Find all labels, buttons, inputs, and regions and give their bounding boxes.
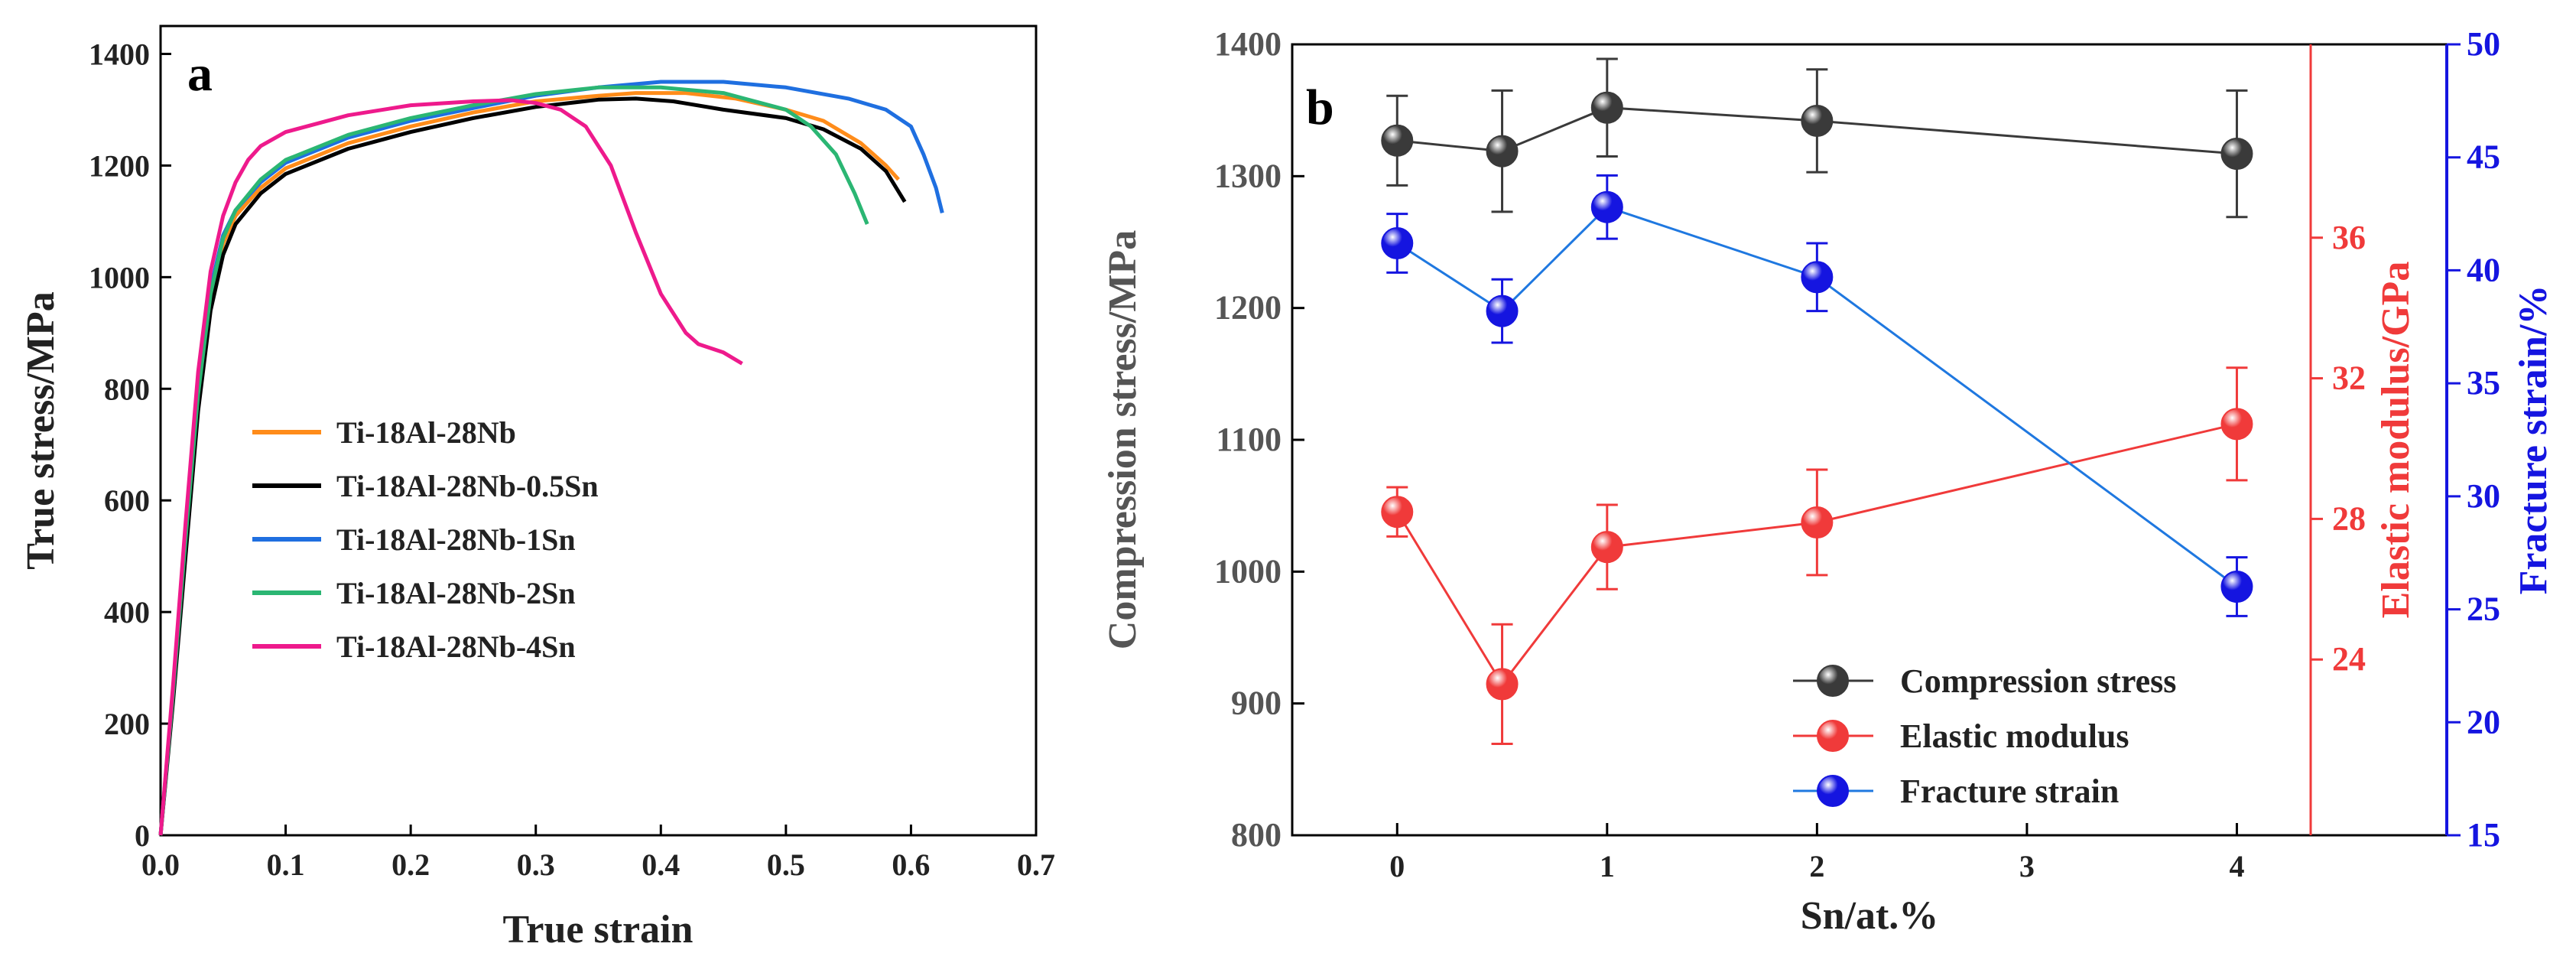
panel-a-series-line-ti-18al-28nb-0-5sn bbox=[158, 96, 907, 836]
panel-a-legend-label: Ti-18Al-28Nb-0.5Sn bbox=[336, 469, 599, 503]
panel-a-y-tick-label: 1000 bbox=[89, 260, 150, 294]
panel-b-fracture-strain-tick-label: 45 bbox=[2467, 138, 2500, 176]
panel-a-y-tick-label: 0 bbox=[135, 818, 150, 853]
panel-a-x-tick-label: 0.7 bbox=[1017, 848, 1055, 882]
panel-b-x-tick-label: 4 bbox=[2229, 849, 2244, 883]
panel-b-data-point-elastic-modulus bbox=[1801, 506, 1834, 538]
panel-b-data-point-fracture-strain bbox=[1381, 226, 1414, 259]
panel-a-x-tick-label: 0.5 bbox=[767, 848, 805, 882]
panel-b-fracture-strain-tick-label: 20 bbox=[2467, 703, 2500, 740]
panel-b-data-point-compression-stress bbox=[1801, 104, 1834, 137]
panel-a-legend: Ti-18Al-28Nb Ti-18Al-28Nb-0.5Sn Ti-18Al-28… bbox=[252, 415, 599, 664]
panel-b-data-point-fracture-strain bbox=[1486, 294, 1519, 327]
panel-b-series bbox=[1381, 57, 2253, 746]
panel-a-x-ticks: 0.0 0.1 0.2 0.3 0.4 0.5 0.6 0.7 bbox=[141, 825, 1055, 882]
panel-b-data-point-compression-stress bbox=[2220, 138, 2253, 171]
panel-b-left-y-tick-label: 1000 bbox=[1214, 552, 1282, 590]
panel-b-elastic-modulus-tick-label: 32 bbox=[2332, 359, 2366, 397]
panel-a-x-tick-label: 0.4 bbox=[642, 848, 680, 882]
panel-b-left-y-tick-label: 1400 bbox=[1214, 25, 1282, 63]
panel-a-y-tick-label: 200 bbox=[104, 707, 150, 741]
panel-a-y-tick-label: 800 bbox=[104, 372, 150, 406]
panel-a-y-tick-label: 1200 bbox=[89, 148, 150, 183]
panel-b: b 0 1 2 3 4 800 900 1000 1100 1200 1300 1400 24 28 3… bbox=[1101, 25, 2555, 938]
panel-b-legend-label: Compression stress bbox=[1900, 662, 2176, 700]
panel-b-fracture-strain-tick-label: 40 bbox=[2467, 251, 2500, 288]
panel-b-fracture-strain-ticks: 15 20 25 30 35 40 45 50 bbox=[2447, 25, 2500, 854]
panel-b-left-y-tick-label: 900 bbox=[1231, 685, 1282, 722]
panel-b-legend-label: Fracture strain bbox=[1900, 773, 2119, 810]
panel-b-left-y-tick-label: 1200 bbox=[1214, 289, 1282, 327]
panel-b-elastic-modulus-tick-label: 28 bbox=[2332, 499, 2366, 537]
panel-a-series-line-ti-18al-28nb-1sn bbox=[158, 80, 944, 836]
panel-b-data-point-compression-stress bbox=[1590, 91, 1623, 124]
panel-b-left-y-tick-label: 1100 bbox=[1216, 421, 1282, 458]
panel-b-fracture-strain-tick-label: 15 bbox=[2467, 816, 2500, 854]
panel-a-x-tick-label: 0.3 bbox=[517, 848, 555, 882]
panel-a-series-line-ti-18al-28nb bbox=[158, 91, 900, 836]
panel-b-x-tick-label: 2 bbox=[1809, 849, 1824, 883]
panel-b-fracture-strain-tick-label: 35 bbox=[2467, 364, 2500, 402]
panel-a-y-tick-label: 600 bbox=[104, 483, 150, 518]
panel-b-left-y-tick-label: 1300 bbox=[1214, 157, 1282, 194]
panel-b-data-point-elastic-modulus bbox=[2220, 408, 2253, 441]
panel-a-legend-label: Ti-18Al-28Nb bbox=[336, 415, 516, 450]
panel-a-series-line-ti-18al-28nb-4sn bbox=[158, 98, 743, 836]
panel-b-legend-marker bbox=[1817, 720, 1849, 752]
panel-a-legend-label: Ti-18Al-28Nb-1Sn bbox=[336, 522, 576, 557]
panel-b-fracture-strain-tick-label: 50 bbox=[2467, 25, 2500, 63]
panel-a-plot-frame bbox=[159, 24, 1038, 837]
panel-b-elastic-modulus-tick-label: 24 bbox=[2332, 640, 2366, 678]
panel-a-x-tick-label: 0.0 bbox=[141, 848, 180, 882]
panel-b-x-tick-label: 1 bbox=[1600, 849, 1615, 883]
panel-b-legend: Compression stress Elastic modulus Fractur… bbox=[1793, 662, 2176, 810]
panel-a-letter: a bbox=[187, 46, 213, 102]
panel-b-left-y-axis-label: Compression stress/MPa bbox=[1101, 230, 1145, 649]
panel-a-y-tick-label: 1400 bbox=[89, 37, 150, 71]
panel-b-left-y-tick-label: 800 bbox=[1231, 816, 1282, 854]
panel-a-y-axis-label: True stress/MPa bbox=[19, 291, 63, 569]
panel-b-letter: b bbox=[1306, 80, 1334, 135]
panel-b-data-point-elastic-modulus bbox=[1486, 668, 1519, 701]
panel-b-x-tick-label: 3 bbox=[2019, 849, 2035, 883]
panel-a-x-tick-label: 0.2 bbox=[391, 848, 430, 882]
panel-a-y-tick-label: 400 bbox=[104, 595, 150, 630]
panel-b-x-axis-label: Sn/at.% bbox=[1801, 894, 1939, 938]
panel-b-legend-label: Elastic modulus bbox=[1900, 717, 2129, 755]
panel-b-data-point-compression-stress bbox=[1486, 135, 1519, 168]
panel-a-x-tick-label: 0.1 bbox=[267, 848, 305, 882]
panel-b-plot-frame bbox=[1291, 43, 2448, 837]
panel-a-legend-label: Ti-18Al-28Nb-4Sn bbox=[336, 630, 576, 664]
panel-b-data-point-elastic-modulus bbox=[1590, 531, 1623, 564]
panel-b-fracture-strain-axis-label: Fracture strain/% bbox=[2512, 285, 2555, 595]
panel-b-legend-marker bbox=[1817, 665, 1849, 697]
panel-b-data-point-compression-stress bbox=[1381, 124, 1414, 157]
panel-b-x-tick-label: 0 bbox=[1389, 849, 1405, 883]
panel-b-data-point-fracture-strain bbox=[1590, 190, 1623, 223]
panel-b-data-point-fracture-strain bbox=[1801, 261, 1834, 294]
panel-b-x-ticks: 0 1 2 3 4 bbox=[1389, 823, 2244, 883]
panel-b-left-y-ticks: 800 900 1000 1100 1200 1300 1400 bbox=[1214, 25, 1304, 854]
panel-a-x-tick-label: 0.6 bbox=[892, 848, 930, 882]
panel-a-y-ticks: 0 200 400 600 800 1000 1200 1400 bbox=[89, 37, 171, 853]
panel-b-legend-marker bbox=[1817, 775, 1849, 807]
panel-b-data-point-fracture-strain bbox=[2220, 571, 2253, 604]
panel-b-data-point-elastic-modulus bbox=[1381, 496, 1414, 529]
panel-b-fracture-strain-tick-label: 25 bbox=[2467, 590, 2500, 628]
panel-a-legend-label: Ti-18Al-28Nb-2Sn bbox=[336, 576, 576, 610]
panel-a-series-line-ti-18al-28nb-2sn bbox=[158, 85, 869, 836]
panel-b-fracture-strain-tick-label: 30 bbox=[2467, 477, 2500, 515]
panel-a: a 0.0 0.1 0.2 0.3 0.4 0.5 0.6 0.7 0 200 400 600 800… bbox=[19, 24, 1055, 952]
panel-a-series bbox=[158, 80, 944, 836]
panel-b-elastic-modulus-tick-label: 36 bbox=[2332, 219, 2366, 256]
panel-b-elastic-modulus-ticks: 24 28 32 36 bbox=[2311, 219, 2366, 678]
panel-b-elastic-modulus-axis-label: Elastic modulus/GPa bbox=[2374, 262, 2418, 619]
panel-a-x-axis-label: True strain bbox=[503, 908, 694, 952]
